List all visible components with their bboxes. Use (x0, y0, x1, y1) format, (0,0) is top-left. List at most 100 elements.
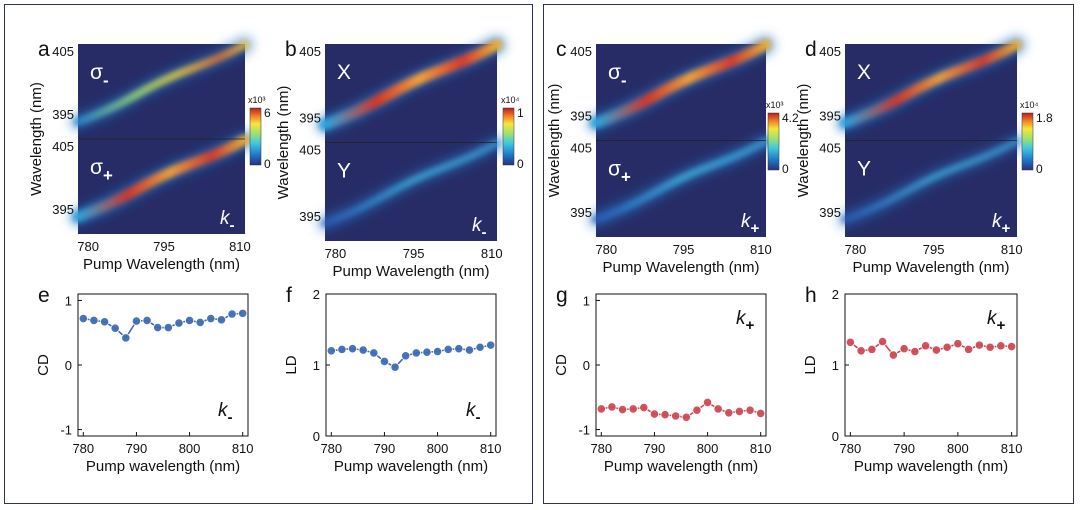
data-point-h-14 (996, 341, 1006, 351)
colorbar-multiplier-d: x10⁴ (1020, 100, 1039, 110)
data-point-h-8 (931, 345, 941, 355)
corner-label-b-subscript: - (482, 224, 487, 241)
data-point-g-0 (596, 404, 606, 414)
data-point-e-5 (131, 316, 142, 326)
heatmap-band-a-1 (73, 40, 250, 127)
x-tick-b-2: 810 (481, 246, 503, 261)
heatmap-band-c-2 (592, 137, 770, 224)
y-tick-d-2-bottom: 395 (819, 205, 841, 220)
y-tick-d-1-top: 405 (819, 44, 841, 59)
corner-label-f-subscript: - (476, 409, 481, 426)
y-tick-d-1-bottom: 395 (819, 109, 841, 124)
y-tick-c-1-top: 405 (570, 44, 592, 59)
x-tick-d-0: 780 (845, 242, 867, 257)
heatmap-band-b-2 (321, 139, 501, 228)
y-tick-a-2-bottom: 395 (52, 202, 74, 217)
panel-label-g: g (556, 284, 568, 307)
y-tick-e-1: 0 (65, 358, 72, 373)
data-point-e-9 (174, 318, 184, 328)
y-tick-h-2: 2 (832, 287, 839, 302)
x-tick-h-0: 780 (840, 441, 862, 456)
x-tick-b-1: 795 (403, 246, 425, 261)
data-point-g-2 (617, 404, 628, 415)
data-point-h-13 (985, 342, 995, 352)
x-tick-f-3: 810 (480, 441, 502, 456)
heatmap-sublabel-b-1-main: X (337, 61, 351, 84)
x-tick-d-2: 810 (1001, 242, 1023, 257)
left-figure-frame (4, 4, 533, 504)
y-tick-f-1: 1 (313, 358, 320, 373)
x-tick-f-2: 800 (427, 441, 449, 456)
corner-label-e: k- (218, 400, 233, 426)
y-tick-h-1: 1 (832, 358, 839, 373)
y-tick-c-2-bottom: 395 (570, 205, 592, 220)
data-point-e-12 (206, 313, 216, 324)
panel-label-h: h (805, 284, 817, 307)
line-panel-g: 780 790 800 810 -1 0 1 Pump wavelength (nm) CD g k… (553, 284, 772, 475)
data-point-f-15 (486, 340, 496, 350)
corner-label-c-main: k (741, 211, 752, 232)
x-tick-h-2: 800 (947, 441, 969, 456)
y-tick-g-1: 0 (583, 358, 590, 373)
x-tick-c-1: 795 (673, 242, 695, 257)
data-point-h-7 (921, 341, 931, 351)
y-tick-b-2-top: 405 (299, 143, 321, 158)
corner-label-g: k+ (736, 308, 755, 334)
data-point-g-14 (745, 405, 755, 415)
x-tick-a-2: 810 (229, 239, 251, 254)
corner-label-a: k- (220, 208, 235, 234)
data-point-e-11 (195, 317, 205, 327)
corner-label-h-main: k (987, 308, 998, 329)
heatmap-band-c-1 (590, 39, 772, 129)
data-point-e-3 (110, 323, 120, 333)
data-point-e-2 (99, 317, 110, 327)
data-point-g-15 (756, 408, 766, 419)
data-point-g-7 (671, 411, 681, 421)
data-point-f-9 (422, 347, 432, 357)
data-point-g-4 (639, 402, 649, 413)
x-tick-a-1: 795 (153, 239, 175, 254)
x-tick-e-3: 810 (232, 441, 254, 456)
heatmap-sublabel-d-2: Y (857, 158, 871, 181)
y-axis-label-a: Wavelength (nm) (28, 82, 45, 196)
data-point-g-5 (649, 409, 660, 419)
data-point-f-8 (411, 348, 421, 358)
corner-label-b-main: k (472, 215, 483, 236)
panel-label-e: e (38, 284, 50, 307)
y-tick-b-1-top: 405 (299, 44, 321, 59)
data-point-g-13 (734, 406, 745, 417)
x-tick-e-1: 790 (126, 441, 148, 456)
series-line-h (849, 340, 1012, 357)
corner-label-g-main: k (736, 308, 747, 329)
x-tick-g-2: 800 (697, 441, 719, 456)
colorbar-min-c: 0 (782, 162, 789, 176)
y-axis-label-g: CD (553, 354, 570, 376)
colorbar-max-c: 4.2 (782, 111, 799, 125)
y-tick-d-2-top: 405 (819, 141, 841, 156)
x-tick-d-1: 795 (923, 242, 945, 257)
y-tick-c-1-bottom: 395 (570, 109, 592, 124)
colorbar-gradient-c (767, 112, 780, 171)
x-axis-label-b: Pump Wavelength (nm) (332, 263, 489, 280)
data-point-h-1 (856, 346, 866, 356)
heatmap-sublabel-a-2: σ+ (90, 156, 113, 185)
x-tick-e-2: 800 (179, 441, 201, 456)
heatmap-band-d-1 (839, 39, 1023, 129)
y-tick-g-2: 1 (583, 293, 590, 308)
panel-label-d: d (805, 38, 817, 61)
heatmap-sublabel-a-1: σ- (90, 61, 109, 90)
data-point-g-8 (681, 412, 691, 422)
x-axis-label-d: Pump Wavelength (nm) (852, 259, 1009, 276)
colorbar-multiplier-b: x10⁴ (501, 95, 520, 105)
heatmap-sublabel-a-1-main: σ (90, 61, 103, 84)
corner-label-d: k+ (992, 211, 1011, 237)
corner-label-h-subscript: + (997, 317, 1006, 334)
data-point-e-0 (78, 313, 88, 324)
corner-label-h: k+ (987, 308, 1006, 334)
data-point-g-11 (713, 404, 723, 414)
colorbar-min-b: 0 (517, 157, 524, 171)
